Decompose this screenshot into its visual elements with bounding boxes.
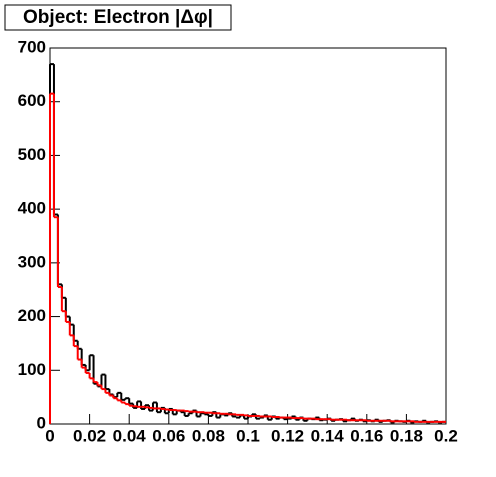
chart-title: Object: Electron |Δφ| (23, 7, 213, 28)
x-tick-label: 0.12 (271, 426, 304, 445)
x-tick-label: 0.14 (311, 426, 345, 445)
x-tick-label: 0 (45, 426, 54, 445)
y-tick-label: 100 (18, 360, 46, 379)
x-tick-label: 0.04 (113, 426, 147, 445)
y-tick-label: 700 (18, 37, 46, 56)
x-tick-label: 0.18 (390, 426, 423, 445)
y-tick-label: 0 (37, 413, 46, 432)
x-tick-label: 0.02 (73, 426, 106, 445)
y-tick-label: 500 (18, 145, 46, 164)
y-tick-label: 400 (18, 199, 46, 218)
x-tick-label: 0.2 (434, 426, 458, 445)
x-tick-label: 0.1 (236, 426, 260, 445)
x-tick-label: 0.16 (350, 426, 383, 445)
y-tick-label: 600 (18, 91, 46, 110)
y-tick-label: 300 (18, 252, 46, 271)
x-tick-label: 0.08 (192, 426, 225, 445)
y-tick-label: 200 (18, 306, 46, 325)
x-tick-label: 0.06 (152, 426, 185, 445)
title-box (4, 4, 232, 31)
